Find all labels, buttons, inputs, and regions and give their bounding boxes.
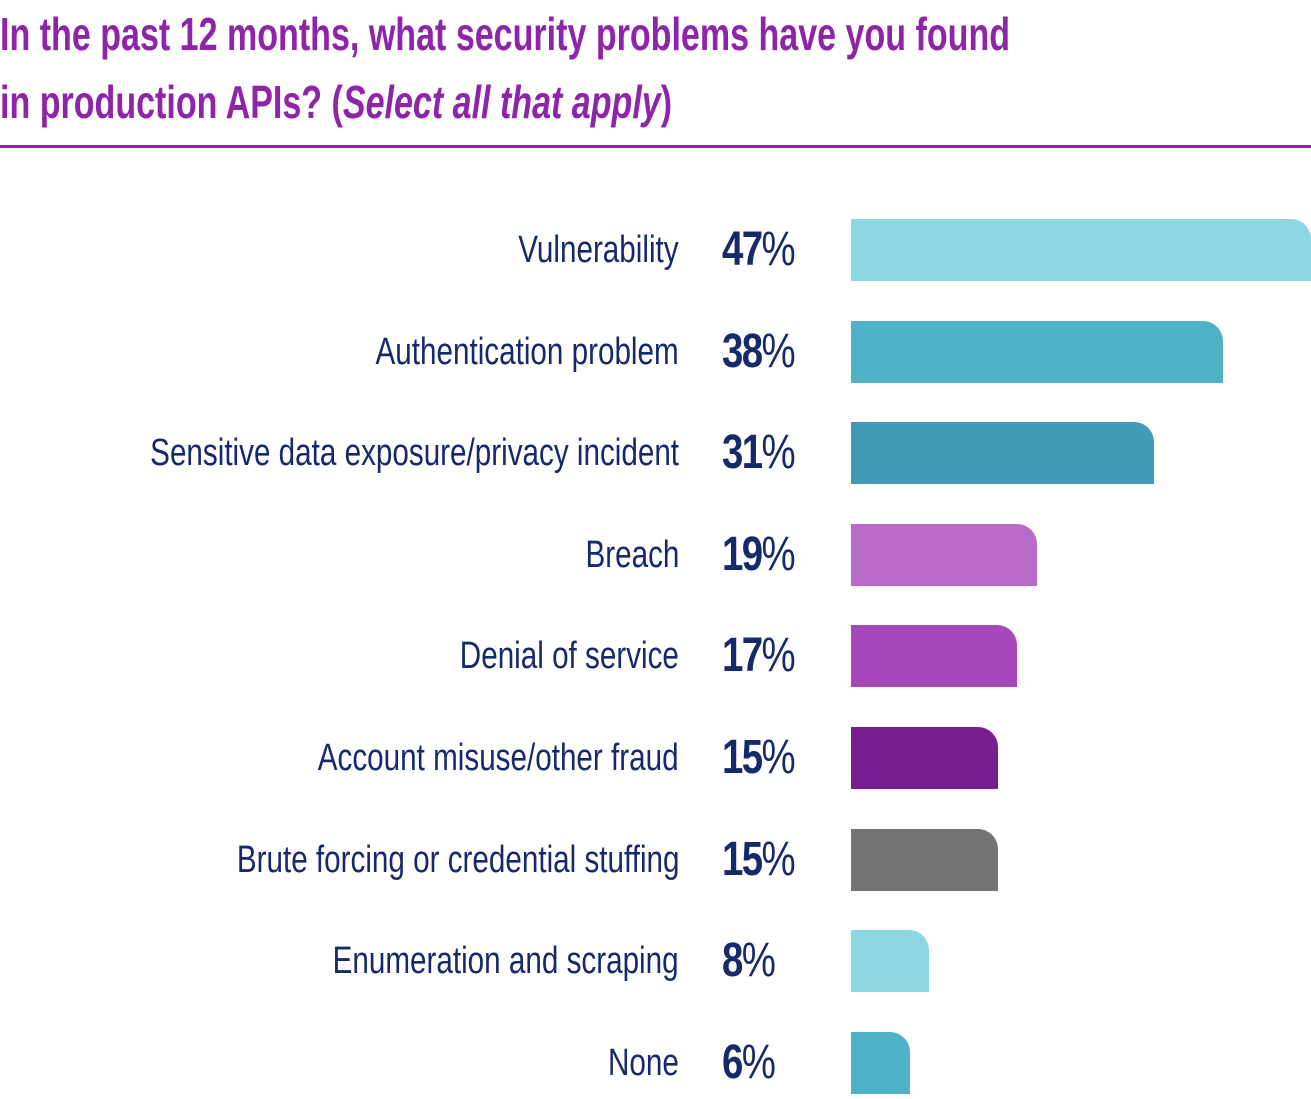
chart-title: In the past 12 months, what security pro… xyxy=(0,0,1110,136)
value-label: 15% xyxy=(722,832,796,896)
category-label: Enumeration and scraping xyxy=(332,940,679,983)
value-label: 31% xyxy=(722,428,796,489)
bar xyxy=(851,930,930,993)
value-unit: % xyxy=(761,324,796,378)
category-label: Account misuse/other fraud xyxy=(318,737,679,779)
bar xyxy=(851,727,998,789)
title-text: in production APIs? ( xyxy=(0,76,343,128)
bar xyxy=(851,422,1155,485)
value-label: 6% xyxy=(722,1035,776,1099)
value-unit: % xyxy=(761,832,796,886)
bar xyxy=(851,320,1223,383)
title-line-2: in production APIs? (Select all that app… xyxy=(0,68,1110,136)
bar xyxy=(851,1031,910,1094)
value-number: 19 xyxy=(722,527,763,581)
bar xyxy=(851,828,998,891)
value-unit: % xyxy=(761,223,796,276)
category-label: Brute forcing or credential stuffing xyxy=(236,838,679,881)
value-number: 6 xyxy=(722,1035,743,1089)
value-number: 47 xyxy=(722,223,763,276)
category-label: Vulnerability xyxy=(518,229,679,271)
category-label: Sensitive data exposure/privacy incident xyxy=(150,432,679,475)
chart-subtitle: Select all that apply xyxy=(342,76,661,128)
bar xyxy=(851,625,1018,688)
value-unit: % xyxy=(761,629,796,683)
value-label: 38% xyxy=(722,324,796,388)
title-close: ) xyxy=(660,76,673,128)
value-number: 8 xyxy=(722,934,743,988)
value-number: 15 xyxy=(722,832,763,886)
bar xyxy=(851,219,1311,281)
value-label: 15% xyxy=(722,733,796,794)
value-label: 19% xyxy=(722,527,796,591)
value-label: 8% xyxy=(722,936,776,997)
value-unit: % xyxy=(761,426,796,480)
title-line-1: In the past 12 months, what security pro… xyxy=(0,8,1011,60)
value-number: 17 xyxy=(722,629,763,683)
value-unit: % xyxy=(741,1035,776,1089)
category-label: Authentication problem xyxy=(375,330,679,373)
value-label: 17% xyxy=(722,631,796,692)
value-label: 47% xyxy=(722,225,796,286)
value-number: 31 xyxy=(722,426,763,480)
value-number: 15 xyxy=(722,731,763,784)
value-number: 38 xyxy=(722,324,763,378)
value-unit: % xyxy=(741,934,776,988)
value-unit: % xyxy=(761,527,796,581)
category-label: Denial of service xyxy=(459,635,679,678)
category-label: Breach xyxy=(585,533,679,576)
category-label: None xyxy=(608,1041,679,1084)
title-divider xyxy=(0,145,1311,148)
bar xyxy=(851,523,1037,586)
value-unit: % xyxy=(761,731,796,784)
